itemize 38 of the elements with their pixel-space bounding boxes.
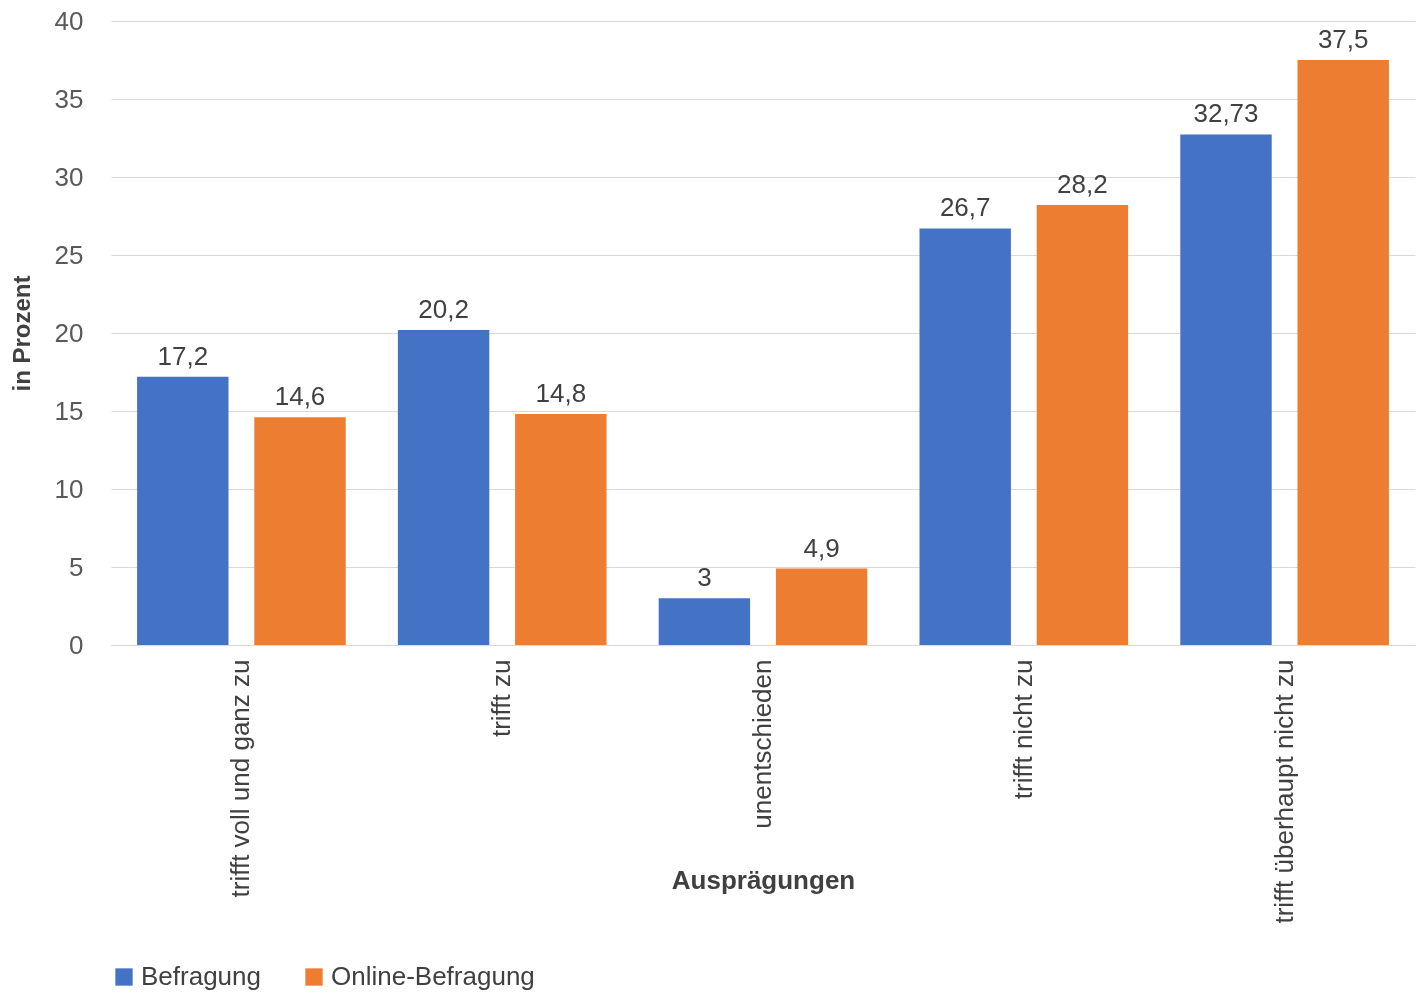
data-label: 14,8 [535,378,587,409]
y-tick-label: 15 [54,395,84,426]
bar [397,329,490,645]
bar [515,414,607,645]
bar [1297,60,1389,645]
bar [254,417,346,645]
x-tick-label: trifft zu [486,659,517,738]
data-label: 4,9 [803,532,840,563]
y-tick-label: 20 [54,317,84,348]
y-tick-label: 10 [54,473,84,504]
y-tick-label: 5 [69,551,84,582]
y-tick-label: 25 [54,239,84,270]
y-tick-label: 0 [69,629,84,660]
data-label: 3 [697,562,712,593]
x-axis-title: Ausprägungen [671,864,856,895]
legend-label: Befragung [141,961,261,991]
y-axis-title: in Prozent [7,275,35,392]
y-tick-label: 40 [54,5,84,36]
data-label: 32,73 [1193,98,1259,129]
data-label: 28,2 [1057,169,1108,200]
data-label: 20,2 [418,293,469,324]
data-label: 14,6 [274,381,326,412]
x-tick-label: trifft nicht zu [1007,659,1038,800]
x-tick-label: unentschieden [747,659,777,829]
x-tick-label: trifft überhaupt nicht zu [1268,659,1299,924]
y-tick-label: 35 [54,83,84,114]
bar [1036,205,1129,645]
bar [658,598,751,645]
data-label: 26,7 [939,192,991,223]
bar [919,228,1011,645]
x-tick-label: trifft voll und ganz zu [225,659,256,898]
legend-label: Online-Befragung [331,961,535,991]
data-label: 17,2 [157,340,209,371]
bar [775,568,868,645]
y-tick-label: 30 [54,161,84,192]
bar [137,376,229,645]
bar [1180,134,1272,645]
data-label: 37,5 [1317,24,1369,54]
